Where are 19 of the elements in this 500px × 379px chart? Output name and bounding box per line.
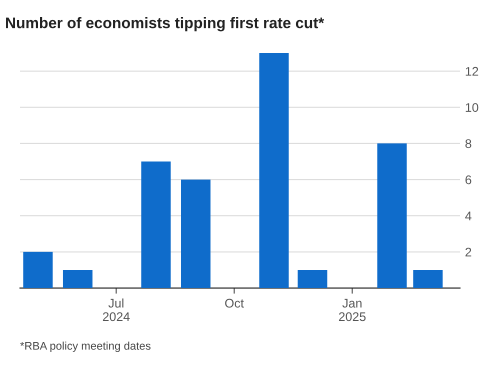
y-tick-label: 8	[465, 139, 472, 148]
chart-title: Number of economists tipping first rate cut*	[6, 17, 324, 32]
bar	[62, 270, 92, 288]
bar	[259, 53, 289, 288]
bar	[180, 180, 210, 288]
bar	[23, 252, 53, 288]
x-tick-label: Jul 2024	[102, 298, 130, 322]
x-tick-label: Jan 2025	[338, 298, 366, 322]
bar	[298, 270, 328, 288]
bar	[413, 270, 443, 288]
y-tick-label: 12	[466, 66, 478, 76]
y-tick-label: 4	[465, 212, 472, 220]
bar	[141, 162, 171, 288]
text: *RBA policy meeting dates	[20, 342, 151, 352]
bar	[377, 143, 407, 288]
y-tick-label: 10	[466, 103, 478, 112]
x-tick-label: Oct	[225, 298, 244, 308]
y-tick-label: 2	[465, 248, 472, 256]
y-tick-label: 6	[465, 175, 472, 184]
